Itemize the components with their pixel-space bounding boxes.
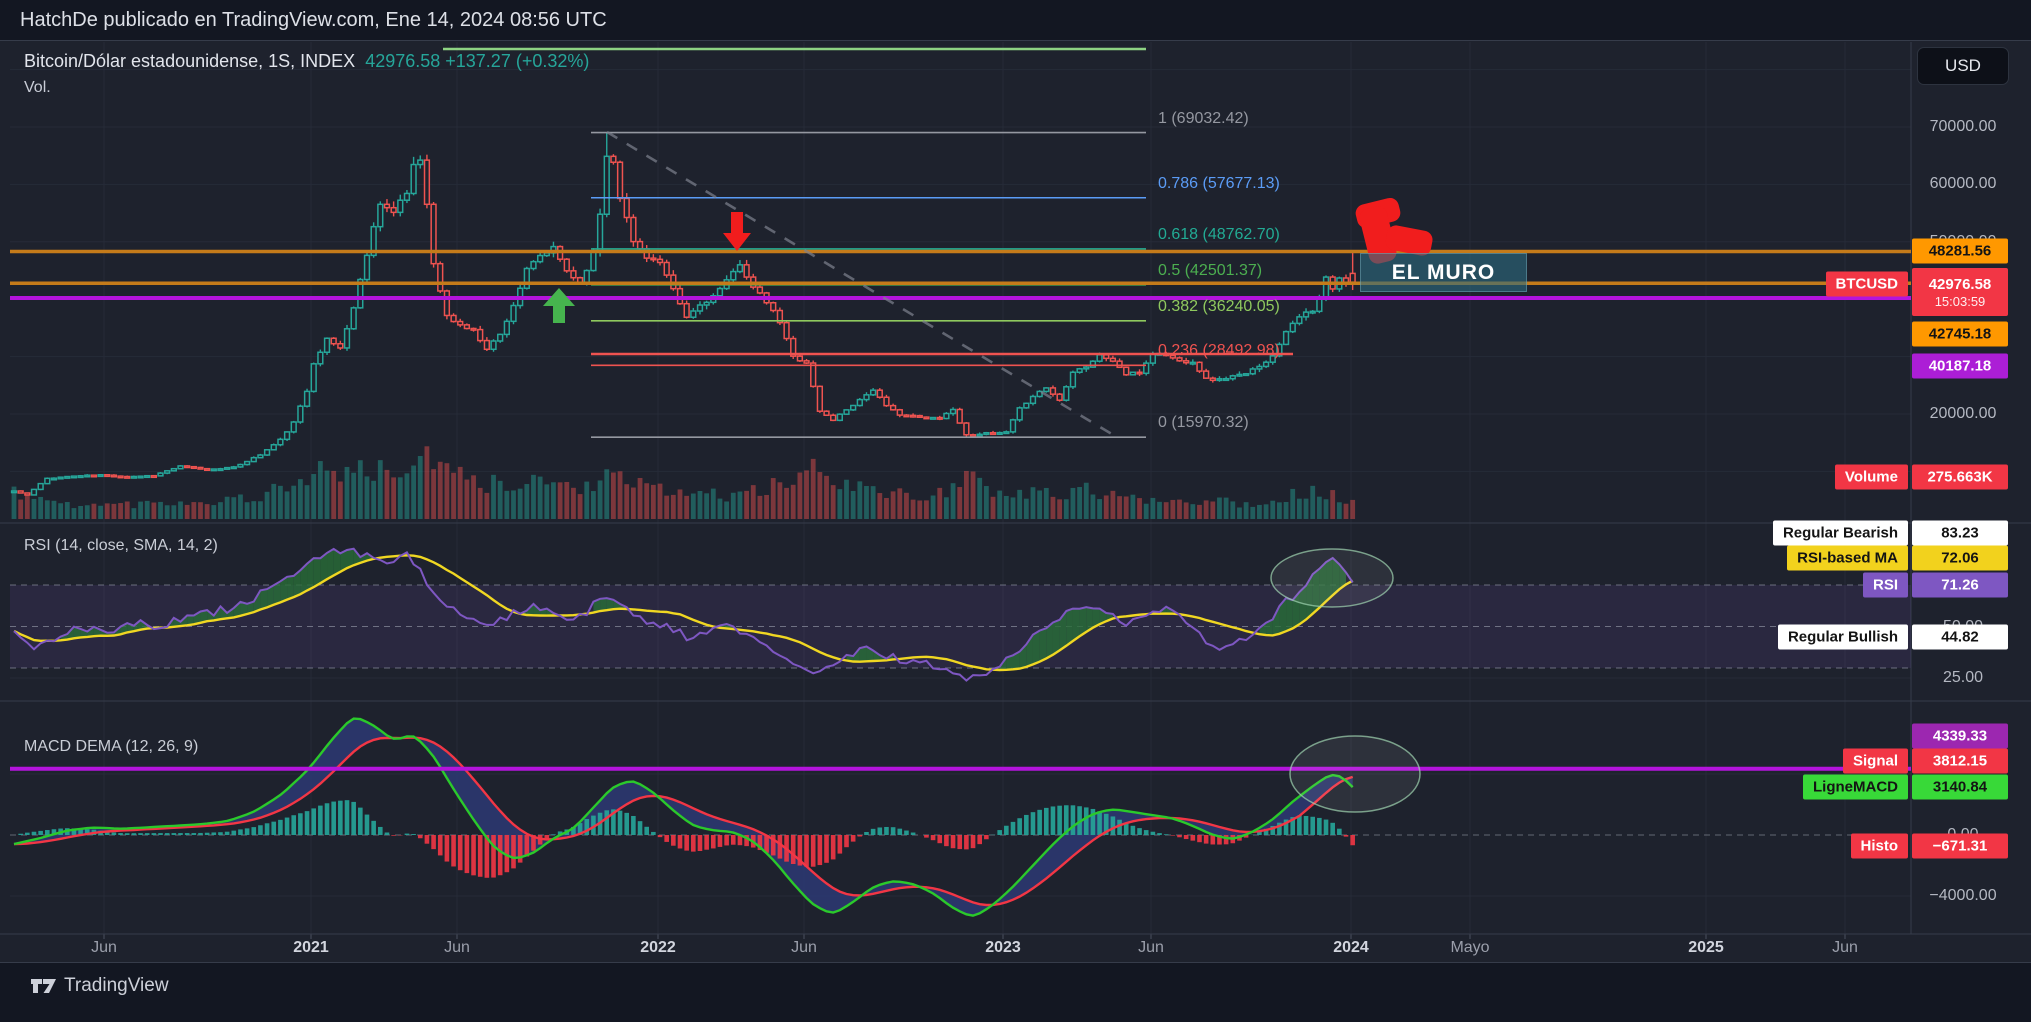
series-name-tag: Regular Bearish xyxy=(1772,520,1908,546)
tag-value: 72.06 xyxy=(1941,549,1979,567)
axis-tick-label[interactable]: 70000.00 xyxy=(1929,118,1997,135)
date-axis-label[interactable]: Jun xyxy=(1138,939,1164,956)
price-axis-tag: 40187.18 xyxy=(1912,353,2008,379)
fib-level-label: 0.786 (57677.13) xyxy=(1158,174,1280,192)
date-axis-label[interactable]: 2022 xyxy=(640,939,676,956)
rsi-highlight-ellipse[interactable] xyxy=(1270,548,1394,608)
date-axis-label[interactable]: Jun xyxy=(791,939,817,956)
currency-toggle-button[interactable]: USD xyxy=(1917,47,2009,85)
tag-value: 42976.58 xyxy=(1928,275,1992,293)
indicator-bands xyxy=(10,584,1911,836)
price-axis-tag: 72.06 xyxy=(1912,545,2008,571)
price-axis-tag: 4339.33 xyxy=(1912,723,2008,749)
price-axis-tag: 44.82 xyxy=(1912,624,2008,650)
tag-value: 3140.84 xyxy=(1932,778,1988,796)
gavel-icon[interactable] xyxy=(1354,196,1434,266)
footer-bar: TradingView xyxy=(0,963,2031,1022)
fib-level-label: 0.5 (42501.37) xyxy=(1158,261,1263,279)
tradingview-brand[interactable]: TradingView xyxy=(64,975,169,996)
series-name-tag: LigneMACD xyxy=(1803,774,1908,800)
date-axis-label[interactable]: Jun xyxy=(91,939,117,956)
price-axis-tag: 48281.56 xyxy=(1912,238,2008,264)
price-axis-tag: −671.31 xyxy=(1912,833,2008,859)
price-axis-tag: 275.663K xyxy=(1912,464,2008,490)
candlesticks xyxy=(10,132,1356,496)
axis-tick-label[interactable]: 60000.00 xyxy=(1929,175,1997,192)
macd-pane-title[interactable]: MACD DEMA (12, 26, 9) xyxy=(24,738,199,755)
price-axis-tag: 42745.18 xyxy=(1912,321,2008,347)
symbol-title-row[interactable]: Bitcoin/Dólar estadounidense, 1S, INDEX 4… xyxy=(24,51,589,72)
date-axis-label[interactable]: Mayo xyxy=(1450,939,1490,956)
rsi-pane-title[interactable]: RSI (14, close, SMA, 14, 2) xyxy=(24,537,218,554)
date-axis-label[interactable]: 2024 xyxy=(1333,939,1369,956)
date-axis-label[interactable]: Jun xyxy=(444,939,470,956)
fib-level-label: 0.236 (28492.98) xyxy=(1158,342,1280,360)
el-muro-annotation[interactable]: EL MURO xyxy=(1360,253,1527,292)
tag-value: 3812.15 xyxy=(1932,752,1988,770)
tag-value: 44.82 xyxy=(1941,628,1979,646)
date-axis-label[interactable]: 2021 xyxy=(293,939,329,956)
date-axis-label[interactable]: 2025 xyxy=(1688,939,1724,956)
series-name-tag: RSI xyxy=(1862,572,1908,598)
fib-level-label: 0.618 (48762.70) xyxy=(1158,225,1280,243)
series-name-tag: Histo xyxy=(1850,833,1908,859)
attribution-bar: HatchDe publicado en TradingView.com, En… xyxy=(0,0,2031,40)
attribution-text: HatchDe publicado en TradingView.com, En… xyxy=(20,9,607,31)
arrow-up-marker[interactable] xyxy=(543,288,575,323)
date-axis-label[interactable]: Jun xyxy=(1832,939,1858,956)
tag-countdown: 15:03:59 xyxy=(1934,293,1986,309)
rsi-plot xyxy=(13,547,1354,682)
price-axis-tag: 42976.58 15:03:59 xyxy=(1912,268,2008,316)
series-name-tag: BTCUSD xyxy=(1825,271,1908,297)
tag-value: 48281.56 xyxy=(1928,242,1992,260)
price-axis-tag: 83.23 xyxy=(1912,520,2008,546)
axis-tick-label[interactable]: 20000.00 xyxy=(1929,405,1997,422)
series-name-tag: Signal xyxy=(1842,748,1908,774)
price-axis-tag: 3140.84 xyxy=(1912,774,2008,800)
fib-level-label: 1 (69032.42) xyxy=(1158,109,1249,127)
tag-value: 42745.18 xyxy=(1928,325,1992,343)
chart-canvas[interactable] xyxy=(0,41,2031,964)
price-axis-tag: 3812.15 xyxy=(1912,748,2008,774)
date-axis-label[interactable]: 2023 xyxy=(985,939,1021,956)
macd-highlight-ellipse[interactable] xyxy=(1289,735,1421,813)
series-name-tag: RSI-based MA xyxy=(1787,545,1908,571)
tradingview-logo-icon[interactable] xyxy=(30,977,58,1000)
price-axis-tag: 71.26 xyxy=(1912,572,2008,598)
symbol-title[interactable]: Bitcoin/Dólar estadounidense, 1S, INDEX xyxy=(24,51,356,71)
user-drawings[interactable] xyxy=(10,47,1911,771)
symbol-quote: 42976.58 +137.27 (+0.32%) xyxy=(365,51,590,71)
volume-bars xyxy=(11,446,1356,519)
macd-plot xyxy=(13,717,1355,917)
tag-value: 83.23 xyxy=(1941,524,1979,542)
tag-value: 4339.33 xyxy=(1932,727,1988,745)
axis-tick-label[interactable]: −4000.00 xyxy=(1929,887,1997,904)
symbol-legend[interactable]: Bitcoin/Dólar estadounidense, 1S, INDEX 4… xyxy=(24,51,589,97)
fib-level-label: 0 (15970.32) xyxy=(1158,414,1249,432)
arrow-down-marker[interactable] xyxy=(723,212,751,251)
tag-value: 71.26 xyxy=(1941,576,1979,594)
tag-value: 275.663K xyxy=(1927,468,1993,486)
tag-value: 40187.18 xyxy=(1928,357,1992,375)
series-name-tag: Regular Bullish xyxy=(1777,624,1908,650)
series-name-tag: Volume xyxy=(1834,464,1908,490)
axis-tick-label[interactable]: 25.00 xyxy=(1942,669,1984,686)
volume-legend[interactable]: Vol. xyxy=(24,79,51,96)
tag-value: −671.31 xyxy=(1932,837,1988,855)
fib-level-label: 0.382 (36240.05) xyxy=(1158,297,1280,315)
chart-area: Bitcoin/Dólar estadounidense, 1S, INDEX 4… xyxy=(0,40,2031,963)
